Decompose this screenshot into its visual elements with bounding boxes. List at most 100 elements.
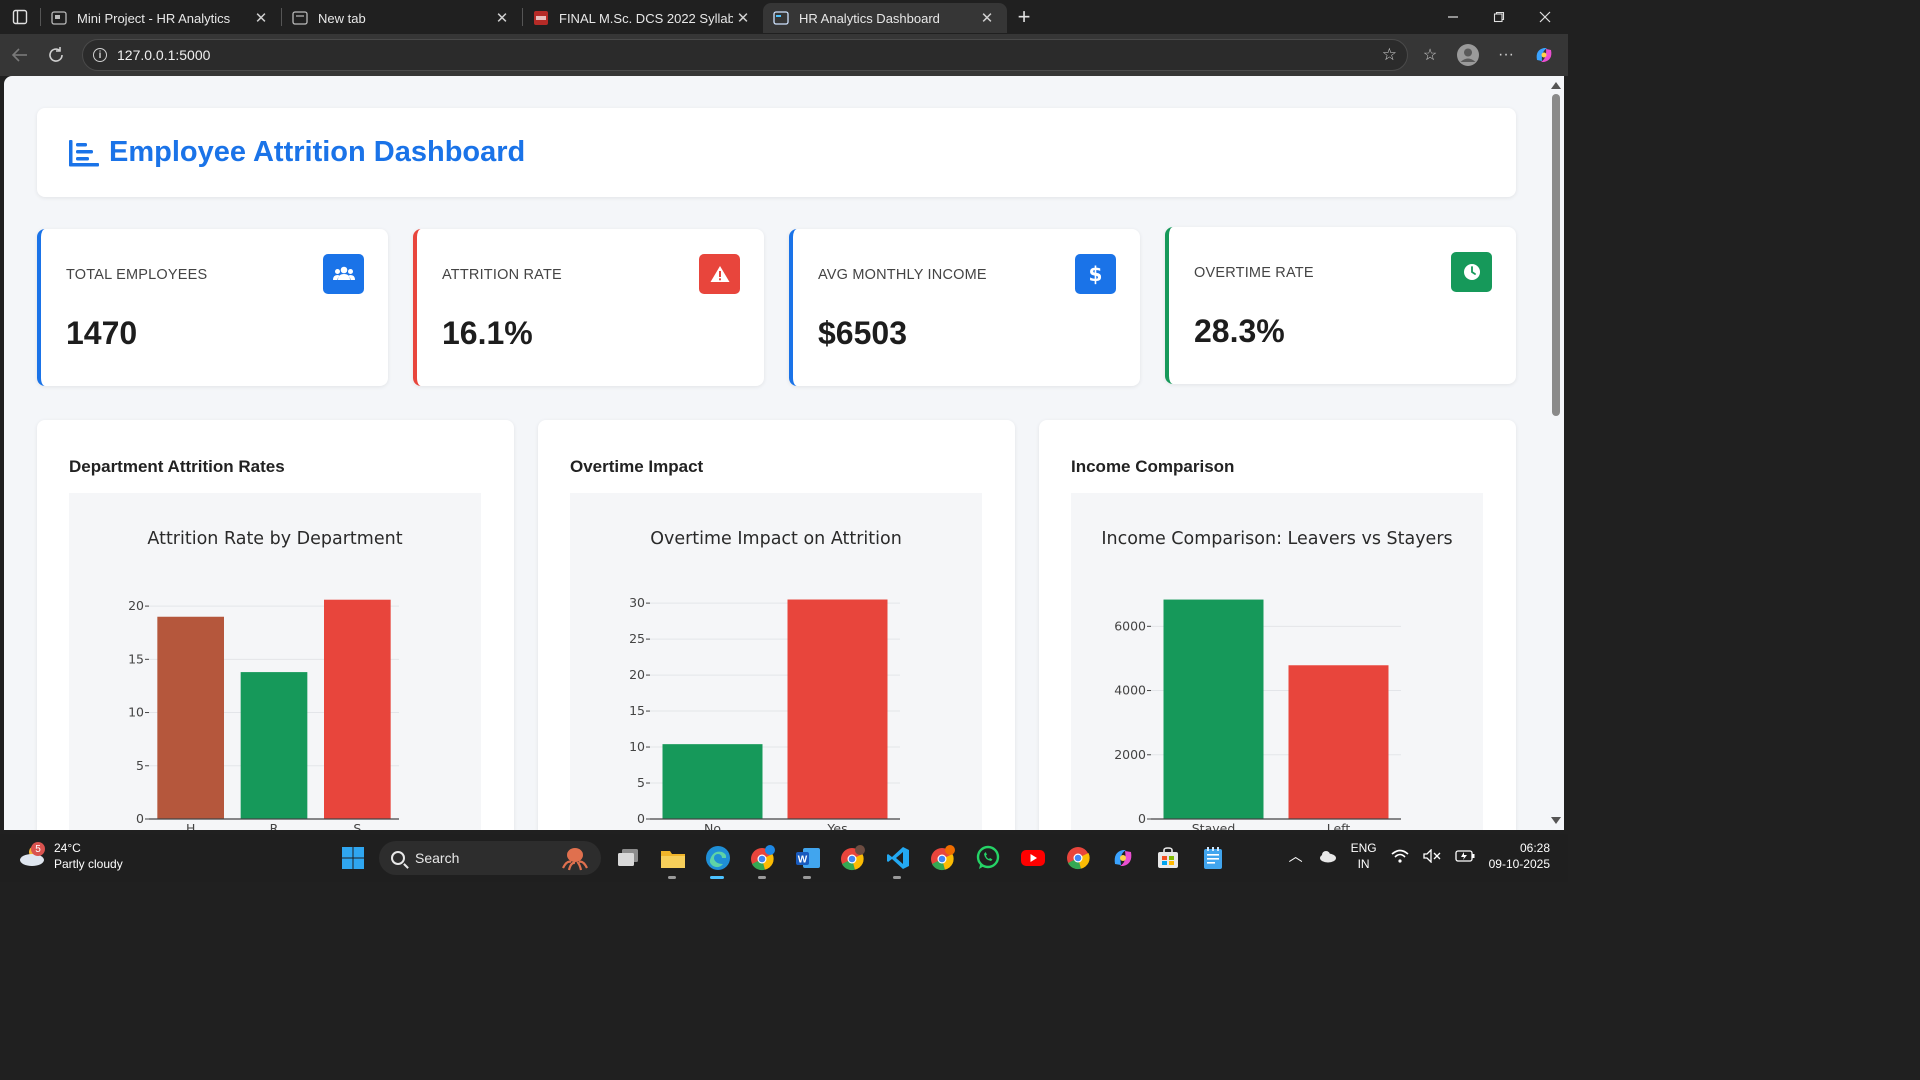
copilot-button[interactable] (1528, 37, 1560, 73)
restore-button[interactable] (1476, 0, 1522, 34)
chrome-profile-orange-app[interactable] (920, 840, 965, 876)
bar-no (662, 744, 763, 819)
scrollbar-thumb[interactable] (1552, 94, 1560, 416)
toolbar-right: ☆ ··· (1414, 37, 1560, 73)
clock-date: 09-10-2025 (1488, 857, 1550, 871)
bar-research-development (240, 672, 308, 819)
y-tick-label: 4000 (1114, 683, 1146, 698)
browser-tab-1[interactable]: Mini Project - HR Analytics ✕ (41, 3, 281, 33)
browser-tab-3[interactable]: FINAL M.Sc. DCS 2022 Syllabi Sem ✕ (523, 3, 763, 33)
plus-icon: + (1017, 4, 1031, 29)
x-tick-label: Left (1327, 821, 1351, 830)
whatsapp-app[interactable] (965, 840, 1010, 876)
page-title: Employee Attrition Dashboard (109, 136, 526, 168)
system-tray: ︿ ENG IN 06:28 09-10-2025 (1289, 840, 1550, 872)
taskbar-search[interactable]: Search (379, 841, 601, 875)
scroll-down-arrow-icon[interactable] (1551, 817, 1561, 824)
stat-value: 1470 (66, 315, 138, 351)
y-tick-label: 30 (629, 595, 645, 610)
chrome-profile-p-app[interactable] (740, 840, 785, 879)
clock-time: 06:28 (1519, 841, 1550, 855)
svg-text:W: W (797, 855, 807, 866)
x-tick-label: H (186, 821, 195, 830)
search-highlight-octopus-icon (562, 848, 588, 871)
new-tab-button[interactable]: + (1007, 0, 1041, 34)
favorite-star-icon[interactable]: ☆ (1381, 45, 1397, 64)
edge-browser-icon (705, 846, 730, 870)
running-indicator (758, 876, 766, 879)
store-icon (1157, 847, 1178, 868)
search-icon (391, 851, 405, 865)
close-tab-icon[interactable]: ✕ (495, 10, 509, 27)
chrome-app[interactable] (1055, 840, 1100, 876)
tab-separator (281, 8, 282, 26)
tab-label: New tab (318, 10, 366, 26)
bar-yes (787, 599, 888, 819)
notepad-app[interactable] (1190, 840, 1235, 876)
copilot-icon (1114, 850, 1131, 866)
wifi-icon[interactable] (1391, 849, 1409, 863)
weather-widget[interactable]: 5 24°C Partly cloudy (18, 840, 123, 872)
tab-actions-button[interactable] (0, 0, 40, 34)
chrome-icon (750, 845, 775, 871)
close-tab-icon[interactable]: ✕ (980, 10, 994, 27)
x-tick-label: No (704, 821, 721, 830)
site-info-icon[interactable]: i (93, 48, 107, 62)
chrome-profile-m-app[interactable] (830, 840, 875, 876)
youtube-app[interactable] (1010, 840, 1055, 876)
browser-tab-active[interactable]: HR Analytics Dashboard ✕ (763, 3, 1007, 33)
battery-icon[interactable] (1454, 849, 1475, 863)
address-bar[interactable]: i 127.0.0.1:5000 ☆ (82, 39, 1408, 71)
users-icon (332, 266, 355, 280)
browser-tab-2[interactable]: New tab ✕ (282, 3, 522, 33)
stat-card-overtime-rate: OVERTIME RATE 28.3% (1165, 227, 1516, 384)
back-button[interactable] (2, 37, 38, 73)
y-tick-label: 5 (637, 775, 645, 790)
show-hidden-icons-chevron-up-icon[interactable]: ︿ (1288, 848, 1303, 864)
close-tab-icon[interactable]: ✕ (736, 10, 750, 27)
chrome-icon (1066, 847, 1090, 870)
page-scrollbar[interactable] (1548, 76, 1564, 830)
more-options-button[interactable]: ··· (1490, 37, 1522, 73)
word-icon: W (795, 848, 820, 868)
x-tick-label: Stayed (1192, 821, 1236, 830)
profile-button[interactable] (1452, 37, 1484, 73)
taskview-button[interactable] (605, 840, 650, 876)
scroll-up-arrow-icon[interactable] (1551, 82, 1561, 89)
stat-label: TOTAL EMPLOYEES (66, 267, 208, 283)
tab-label: HR Analytics Dashboard (799, 10, 940, 26)
y-tick-label: 10 (128, 705, 144, 720)
back-arrow-icon (11, 48, 27, 62)
stat-icon-badge (323, 254, 364, 294)
terminal-favicon-icon (773, 11, 789, 25)
reload-button[interactable] (38, 37, 74, 73)
edge-app[interactable] (695, 840, 740, 879)
start-button[interactable] (330, 840, 375, 876)
clock[interactable]: 06:28 09-10-2025 (1489, 840, 1550, 872)
minimize-icon (1448, 16, 1458, 18)
input-language-indicator[interactable]: ENG IN (1351, 840, 1377, 872)
x-tick-label: R (270, 821, 279, 830)
chart-card-title: Department Attrition Rates (69, 457, 285, 476)
tab-separator (522, 8, 523, 26)
notepad-icon (1203, 847, 1222, 869)
tab-separator (40, 8, 41, 26)
word-app[interactable]: W (785, 840, 830, 879)
favorites-button[interactable]: ☆ (1414, 37, 1446, 73)
close-tab-icon[interactable]: ✕ (254, 10, 268, 27)
warning-icon (710, 266, 729, 282)
stat-value: $6503 (818, 315, 907, 351)
copilot-app[interactable] (1100, 840, 1145, 876)
url-text: 127.0.0.1:5000 (117, 47, 211, 63)
vscode-app[interactable] (875, 840, 920, 879)
microsoft-store-app[interactable] (1145, 840, 1190, 876)
x-tick-label: S (353, 821, 361, 830)
weather-badge: 5 (31, 842, 45, 856)
chart-title: Overtime Impact on Attrition (650, 529, 902, 549)
minimize-button[interactable] (1430, 0, 1476, 34)
close-window-button[interactable] (1522, 0, 1568, 34)
onedrive-cloud-icon[interactable] (1317, 849, 1337, 863)
speaker-muted-icon[interactable] (1422, 849, 1441, 863)
vscode-icon (886, 847, 909, 869)
file-explorer-app[interactable] (650, 840, 695, 879)
